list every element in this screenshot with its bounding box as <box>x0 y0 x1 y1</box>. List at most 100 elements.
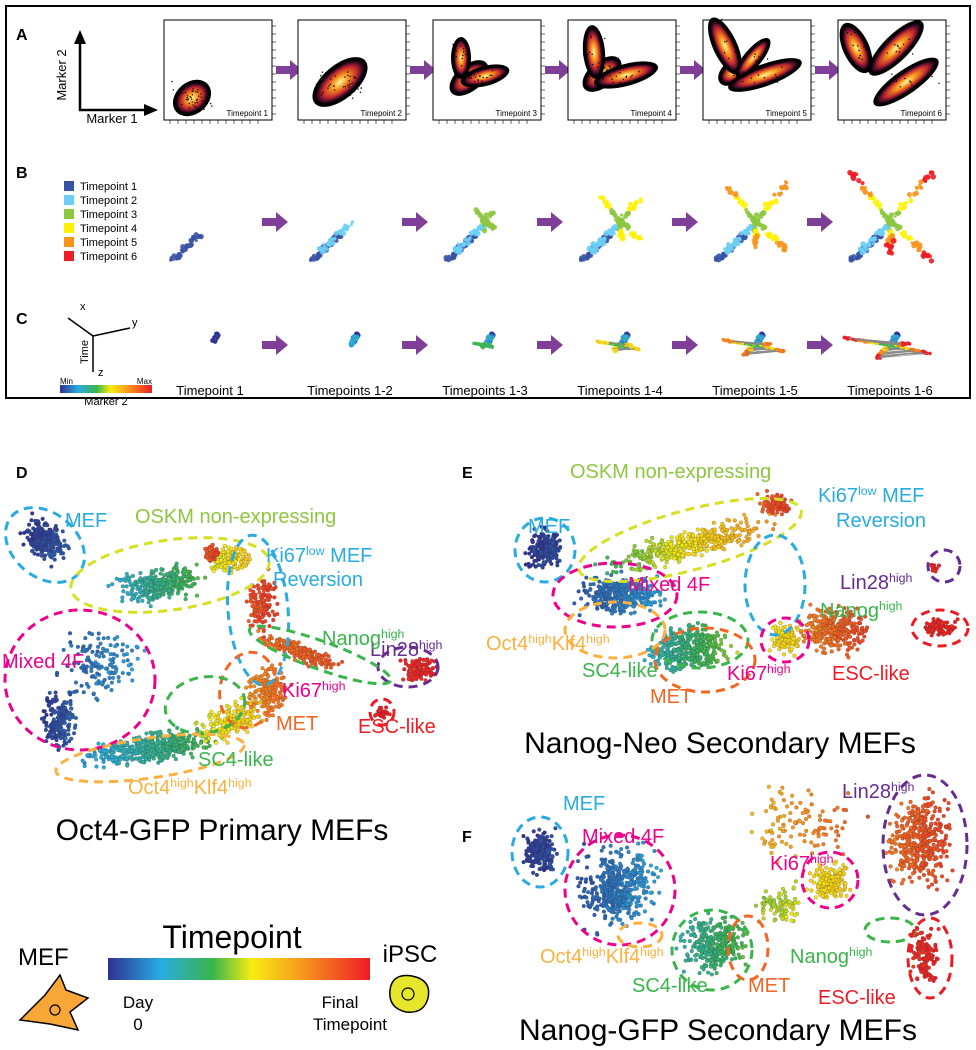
node <box>474 228 480 234</box>
label-text: MEF <box>65 510 107 532</box>
cell-dot <box>183 566 188 571</box>
cell-dot <box>254 619 259 624</box>
axis-icon <box>78 40 148 112</box>
cell-dot <box>207 558 212 563</box>
cell-dot <box>34 547 39 552</box>
cell-dot <box>220 547 225 552</box>
cell-dot <box>194 562 199 567</box>
node <box>739 199 745 204</box>
node <box>863 192 867 195</box>
outlier <box>460 45 462 48</box>
node <box>860 241 867 247</box>
cell-dot <box>31 537 36 542</box>
cell-dot <box>43 521 48 526</box>
outlier <box>728 66 730 69</box>
arrow <box>276 60 302 80</box>
outlier <box>193 105 196 108</box>
outlier <box>731 79 733 82</box>
node <box>888 228 894 234</box>
cell-dot <box>190 755 195 760</box>
outlier <box>206 90 208 93</box>
node <box>774 197 778 201</box>
cell-dot <box>129 667 134 672</box>
label-superscript: high <box>419 638 443 652</box>
outlier <box>495 80 497 82</box>
outlier <box>603 67 606 69</box>
node <box>871 196 876 201</box>
cell-dot <box>150 744 155 749</box>
cell-dot <box>27 522 32 527</box>
node <box>630 206 634 211</box>
axis-label: x <box>80 301 86 313</box>
cell-dot <box>42 536 47 541</box>
cluster-label: Ki67high <box>282 679 346 702</box>
node <box>857 246 863 251</box>
node <box>638 197 643 201</box>
node <box>751 217 757 223</box>
outlier <box>864 48 867 51</box>
outlier <box>197 95 200 97</box>
outlier <box>861 58 863 61</box>
cell-dot <box>158 571 163 576</box>
cell-dot <box>275 676 280 681</box>
cell-dot <box>81 690 86 695</box>
cell-dot <box>21 542 26 547</box>
outlier <box>631 74 633 77</box>
cell-dot <box>110 755 115 760</box>
colorbar-min: Min <box>60 377 73 386</box>
cell-dot <box>235 705 240 710</box>
cell-dot <box>316 652 321 657</box>
cell-dot <box>140 747 145 752</box>
cell-dot <box>275 611 280 616</box>
outlier <box>194 101 196 104</box>
cell-dot <box>126 671 131 676</box>
cell-dot <box>120 648 125 653</box>
cell-dot <box>174 571 179 576</box>
outlier <box>465 53 467 56</box>
cell-dot <box>181 751 186 756</box>
cell-dot <box>90 649 95 654</box>
node <box>597 243 602 247</box>
node <box>900 206 904 211</box>
outlier <box>324 72 327 74</box>
cell-dot <box>111 656 116 661</box>
outlier <box>470 74 472 76</box>
outlier <box>334 89 336 91</box>
node <box>772 233 778 239</box>
node <box>352 334 356 338</box>
cell-dot <box>113 644 118 649</box>
outlier <box>895 80 897 83</box>
cell-dot <box>56 725 61 730</box>
outlier <box>455 55 458 58</box>
outlier <box>192 90 195 92</box>
cell-dot <box>96 636 101 641</box>
cell-dot <box>324 665 329 670</box>
node <box>452 246 458 252</box>
cell-dot <box>178 582 183 587</box>
cell-dot <box>323 651 328 656</box>
cell-dot <box>96 644 101 649</box>
outlier <box>454 73 456 75</box>
outlier <box>604 37 606 40</box>
cell-dot <box>271 618 276 623</box>
cell-dot <box>111 652 116 657</box>
cell-dot <box>255 714 260 719</box>
cluster-label: MET <box>276 713 318 735</box>
outlier <box>854 27 856 29</box>
outlier <box>596 77 598 79</box>
label-text: MET <box>276 713 318 735</box>
cell-dot <box>130 745 135 750</box>
cell-dot <box>140 755 145 760</box>
cell-dot <box>259 585 264 590</box>
cell-dot <box>62 710 67 715</box>
node <box>785 181 789 185</box>
timepoint-label: Timepoint 1 <box>176 383 243 398</box>
cell-dot <box>149 586 154 591</box>
cell-dot <box>92 750 97 755</box>
density-plot <box>567 19 680 124</box>
cell-dot <box>213 547 218 552</box>
cell-dot <box>183 592 188 597</box>
node <box>764 206 770 211</box>
outlier <box>489 74 491 77</box>
cell-dot <box>247 694 252 699</box>
